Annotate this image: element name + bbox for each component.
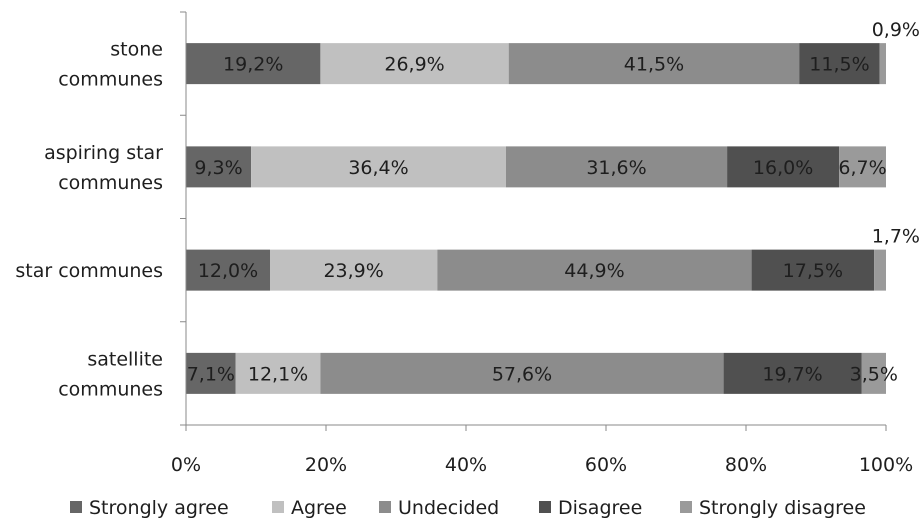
data-label: 26,9% — [384, 54, 444, 76]
bars-layer: 19,2% 26,9% 41,5% 11,5%0,9% 9,3% 36,4% 31,6% 16… — [186, 19, 920, 394]
data-label: 6,7% — [838, 157, 886, 179]
bar-segment — [505, 146, 728, 188]
x-tick-label: 40% — [445, 454, 487, 476]
data-label: 31,6% — [586, 157, 646, 179]
data-label: 16,0% — [753, 157, 813, 179]
data-label: 19,7% — [762, 363, 822, 385]
legend-label: Strongly disagree — [699, 497, 866, 519]
data-label: 9,3% — [194, 157, 242, 179]
data-label: 41,5% — [624, 54, 684, 76]
legend-swatch — [539, 501, 551, 513]
legend-swatch — [272, 501, 284, 513]
legend-swatch — [379, 501, 391, 513]
legend-label: Undecided — [398, 497, 499, 519]
legend-swatch — [70, 501, 82, 513]
data-label: 36,4% — [348, 157, 408, 179]
data-label: 17,5% — [783, 260, 843, 282]
legend-label: Agree — [291, 497, 347, 519]
axes-layer: stone communes aspiring star communes star c… — [15, 11, 913, 476]
category-label: communes — [58, 69, 163, 91]
bar-segment — [839, 146, 886, 188]
data-label: 44,9% — [564, 260, 624, 282]
bar-segment — [751, 249, 875, 291]
x-tick-label: 80% — [725, 454, 767, 476]
bar-segment — [727, 146, 840, 188]
bar-segment — [186, 146, 252, 188]
legend-label: Disagree — [558, 497, 642, 519]
bar-segment — [186, 43, 321, 85]
legend-swatch — [680, 501, 692, 513]
data-label: 19,2% — [223, 54, 283, 76]
category-label: stone — [110, 39, 163, 61]
category-label: satellite — [87, 348, 163, 370]
bar-segment — [186, 352, 236, 394]
data-label: 1,7% — [872, 226, 920, 248]
x-tick-label: 100% — [859, 454, 913, 476]
bar-segment — [723, 352, 862, 394]
bar-segment — [235, 352, 321, 394]
legend: Strongly agree Agree Undecided Disagree Stro… — [70, 497, 866, 519]
legend-label: Strongly agree — [89, 497, 229, 519]
data-label: 11,5% — [809, 54, 869, 76]
data-label: 0,9% — [872, 19, 920, 41]
category-label: communes — [58, 378, 163, 400]
bar-segment — [320, 43, 509, 85]
category-label: aspiring star — [44, 142, 163, 164]
bar-segment — [874, 249, 886, 291]
bar-segment — [508, 43, 800, 85]
data-label: 12,1% — [248, 363, 308, 385]
x-tick-label: 20% — [305, 454, 347, 476]
bar-segment — [270, 249, 438, 291]
bar-segment — [186, 249, 270, 291]
x-tick-label: 0% — [171, 454, 201, 476]
category-label: star communes — [15, 260, 163, 282]
x-tick-label: 60% — [585, 454, 627, 476]
data-label: 3,5% — [850, 363, 898, 385]
bar-segment — [251, 146, 506, 188]
category-label: communes — [58, 172, 163, 194]
bar-segment — [799, 43, 880, 85]
data-label: 23,9% — [323, 260, 383, 282]
bar-segment — [320, 352, 724, 394]
bar-segment — [879, 43, 886, 85]
bar-segment — [861, 352, 886, 394]
data-label: 12,0% — [198, 260, 258, 282]
data-label: 7,1% — [187, 363, 235, 385]
data-label: 57,6% — [492, 363, 552, 385]
bar-segment — [437, 249, 752, 291]
